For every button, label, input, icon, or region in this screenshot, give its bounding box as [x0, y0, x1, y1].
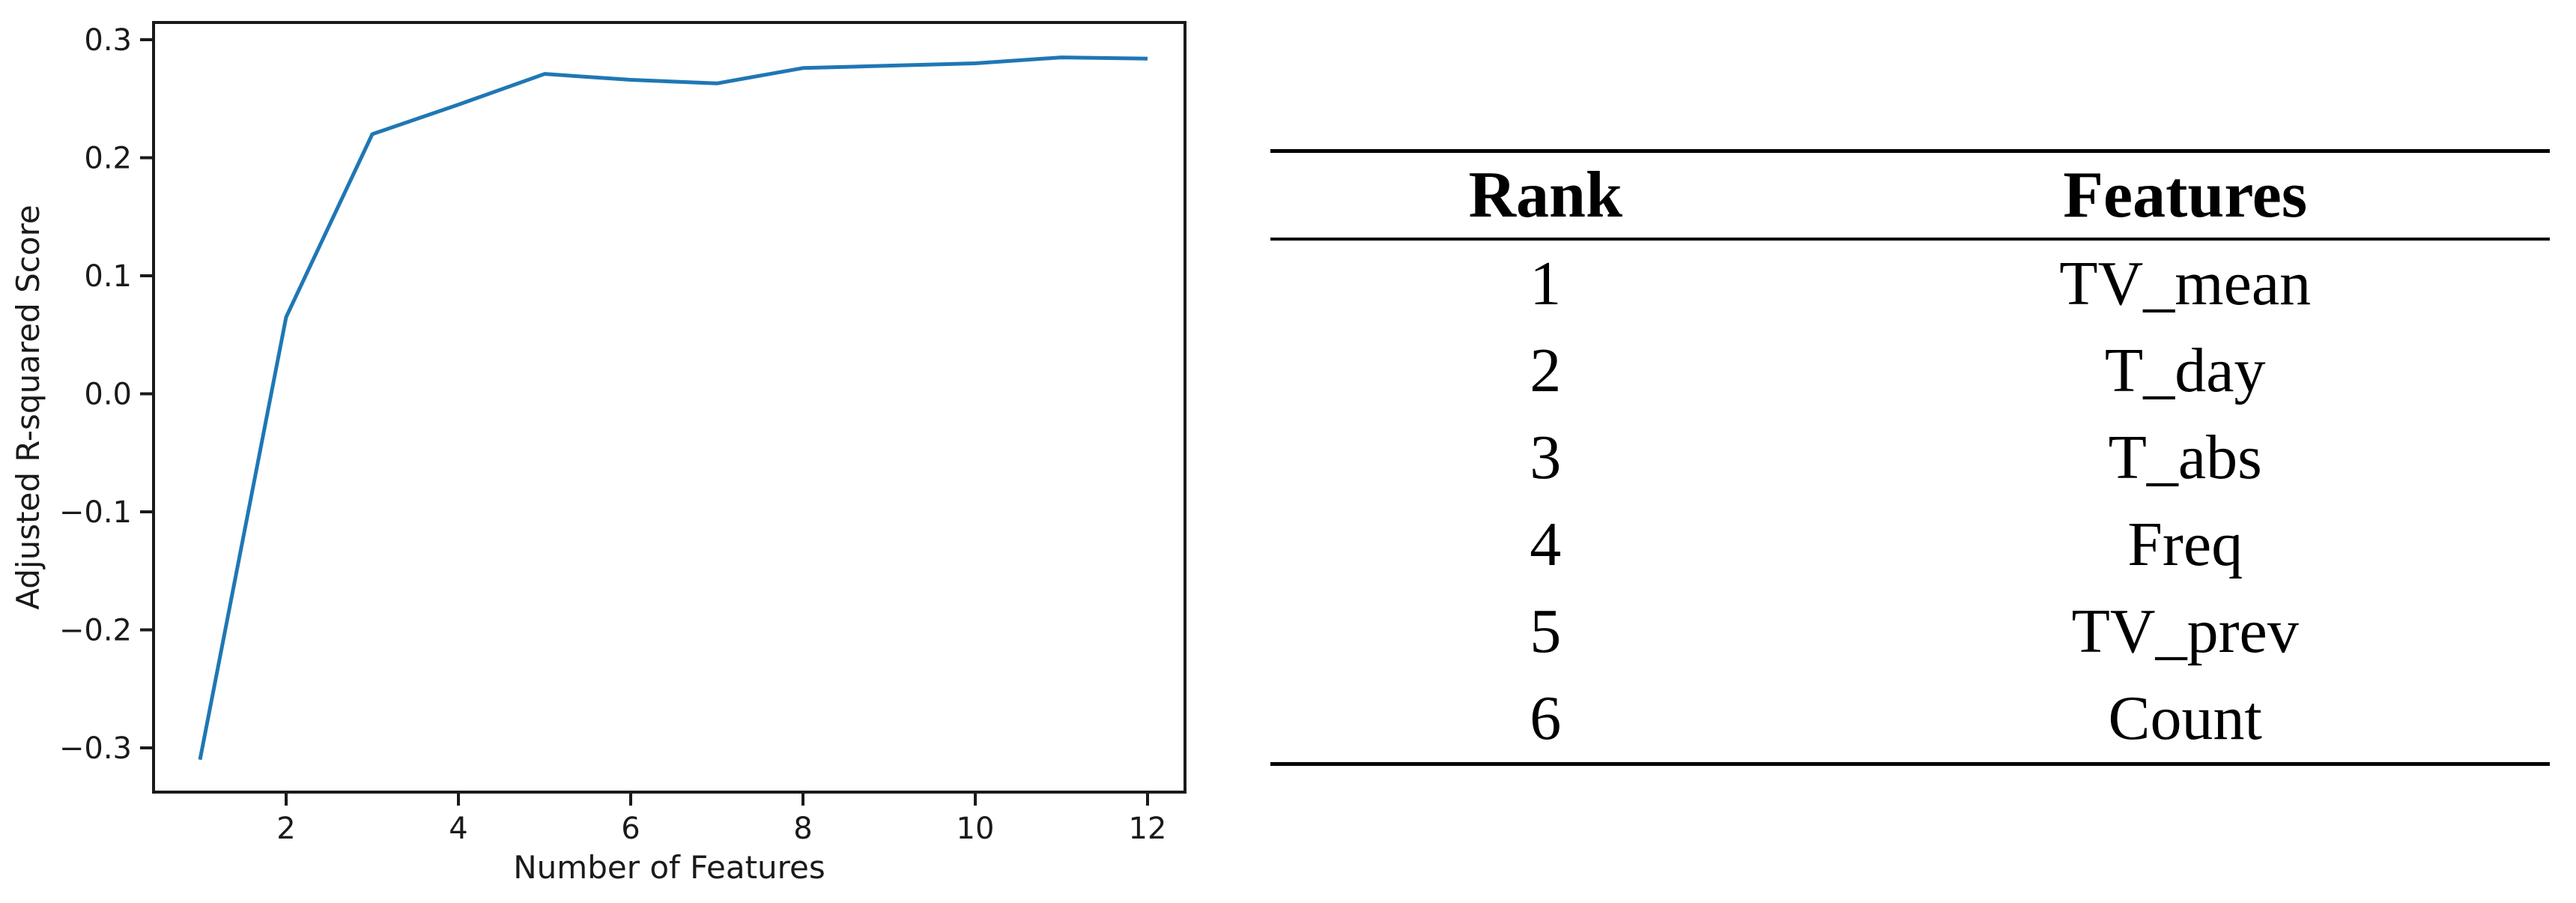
table-row: 4 Freq — [1270, 501, 2550, 588]
feature-cell: T_day — [2104, 336, 2266, 405]
y-tick-label: −0.1 — [59, 495, 132, 530]
y-axis-label: Adjusted R-squared Score — [10, 205, 46, 610]
plot-frame — [152, 21, 1187, 794]
rank-cell: 4 — [1530, 510, 1562, 579]
y-tick-label: −0.2 — [59, 614, 132, 648]
feature-cell: Count — [2108, 683, 2262, 753]
feature-cell: T_abs — [2108, 423, 2262, 492]
feature-cell: Freq — [2127, 510, 2243, 579]
table-bottom-rule — [1270, 762, 2550, 766]
table-row: 5 TV_prev — [1270, 588, 2550, 675]
table-header-rule — [1270, 238, 2550, 241]
y-tick-label: 0.3 — [84, 23, 132, 58]
x-tick-label: 8 — [793, 812, 812, 846]
table-top-rule — [1270, 149, 2550, 153]
feature-rank-table: Rank Features 1 TV_mean 2 T_day 3 T_abs … — [1270, 149, 2550, 766]
x-tick-label: 10 — [957, 812, 995, 846]
feature-cell: TV_mean — [2059, 249, 2312, 318]
y-tick-label: 0.2 — [84, 142, 132, 176]
rank-cell: 6 — [1530, 683, 1562, 753]
rank-cell: 3 — [1530, 423, 1562, 492]
table-row: 1 TV_mean — [1270, 241, 2550, 327]
table-header-row: Rank Features — [1270, 153, 2550, 238]
x-tick-label: 6 — [621, 812, 640, 846]
y-tick-label: −0.3 — [59, 731, 132, 766]
x-tick-label: 2 — [276, 812, 295, 846]
feature-selection-line-chart: 2 4 6 8 10 12 0.3 0.2 0.1 0.0 −0.1 −0.2 −0.3 Number o… — [0, 0, 1273, 903]
x-tick-label: 4 — [449, 812, 467, 846]
rank-cell: 2 — [1530, 336, 1562, 405]
rank-cell: 1 — [1530, 249, 1562, 318]
table-row: 2 T_day — [1270, 327, 2550, 414]
rank-cell: 5 — [1530, 597, 1562, 666]
line-chart-canvas: 2 4 6 8 10 12 0.3 0.2 0.1 0.0 −0.1 −0.2 −0.3 Number o… — [10, 21, 1187, 886]
column-header-rank: Rank — [1468, 158, 1622, 232]
column-header-features: Features — [2063, 158, 2308, 232]
x-tick-label: 12 — [1129, 812, 1167, 846]
y-tick-label: 0.0 — [84, 378, 132, 412]
adjusted-r2-line-series — [198, 55, 1148, 761]
table-body: 1 TV_mean 2 T_day 3 T_abs 4 Freq 5 TV_pr… — [1270, 241, 2550, 762]
feature-cell: TV_prev — [2071, 597, 2299, 666]
y-tick-label: 0.1 — [84, 259, 132, 294]
table-row: 6 Count — [1270, 675, 2550, 762]
x-axis-label: Number of Features — [513, 849, 825, 886]
table-row: 3 T_abs — [1270, 414, 2550, 501]
